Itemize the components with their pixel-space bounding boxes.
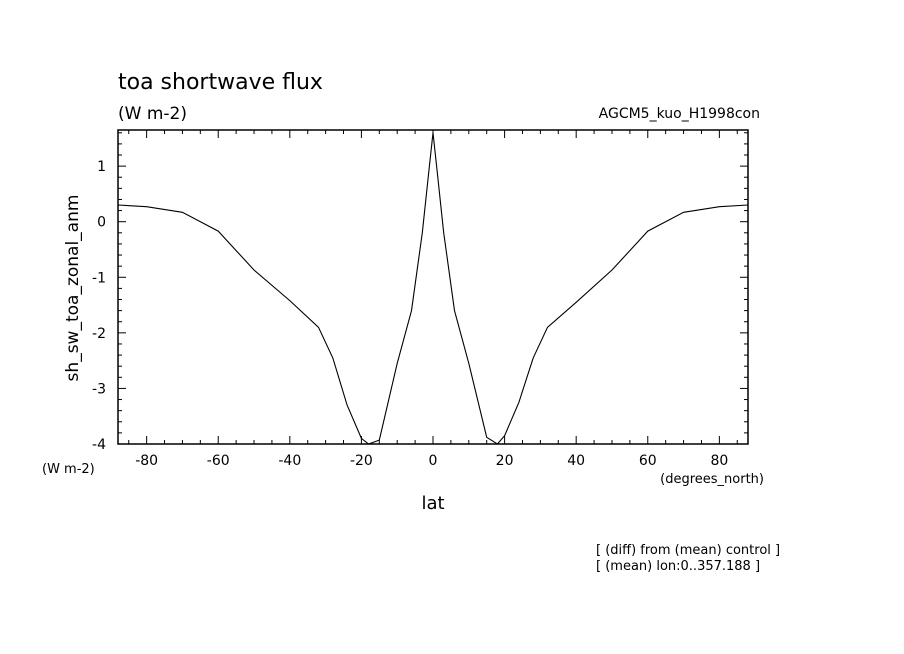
experiment-label: AGCM5_kuo_H1998con — [599, 106, 760, 122]
series-line-0 — [118, 132, 748, 444]
note-diff: [ (diff) from (mean) control ] — [596, 543, 780, 558]
y-axis-units: (W m-2) — [42, 462, 95, 477]
y-tick-label: -4 — [92, 437, 106, 453]
x-tick-label: -20 — [350, 453, 373, 469]
x-tick-label: 0 — [429, 453, 438, 469]
y-tick-label: -3 — [92, 381, 106, 397]
y-tick-label: -1 — [92, 270, 106, 286]
y-tick-label: 0 — [97, 215, 106, 231]
x-tick-label: 80 — [710, 453, 728, 469]
y-axis-label: sh_sw_toa_zonal_anm — [63, 195, 83, 382]
x-axis-units: (degrees_north) — [660, 472, 764, 487]
x-tick-label: -40 — [278, 453, 301, 469]
axis-ticks: -80 -60 -40 -20 0 20 40 60 80 -4 -3 -2 -1 0 1 — [92, 130, 748, 469]
chart-units: (W m-2) — [118, 104, 187, 124]
series-layer — [118, 132, 748, 444]
plot-axes — [117, 129, 749, 445]
x-axis-label: lat — [421, 493, 444, 514]
y-tick-label: 1 — [97, 159, 106, 175]
x-tick-label: 20 — [496, 453, 514, 469]
x-tick-label: 40 — [567, 453, 585, 469]
chart-title: toa shortwave flux — [118, 70, 323, 95]
x-tick-label: -60 — [207, 453, 230, 469]
y-tick-label: -2 — [92, 326, 106, 342]
x-tick-label: -80 — [135, 453, 158, 469]
x-tick-label: 60 — [639, 453, 657, 469]
note-mean: [ (mean) lon:0..357.188 ] — [596, 559, 760, 574]
plot-frame — [117, 129, 749, 445]
